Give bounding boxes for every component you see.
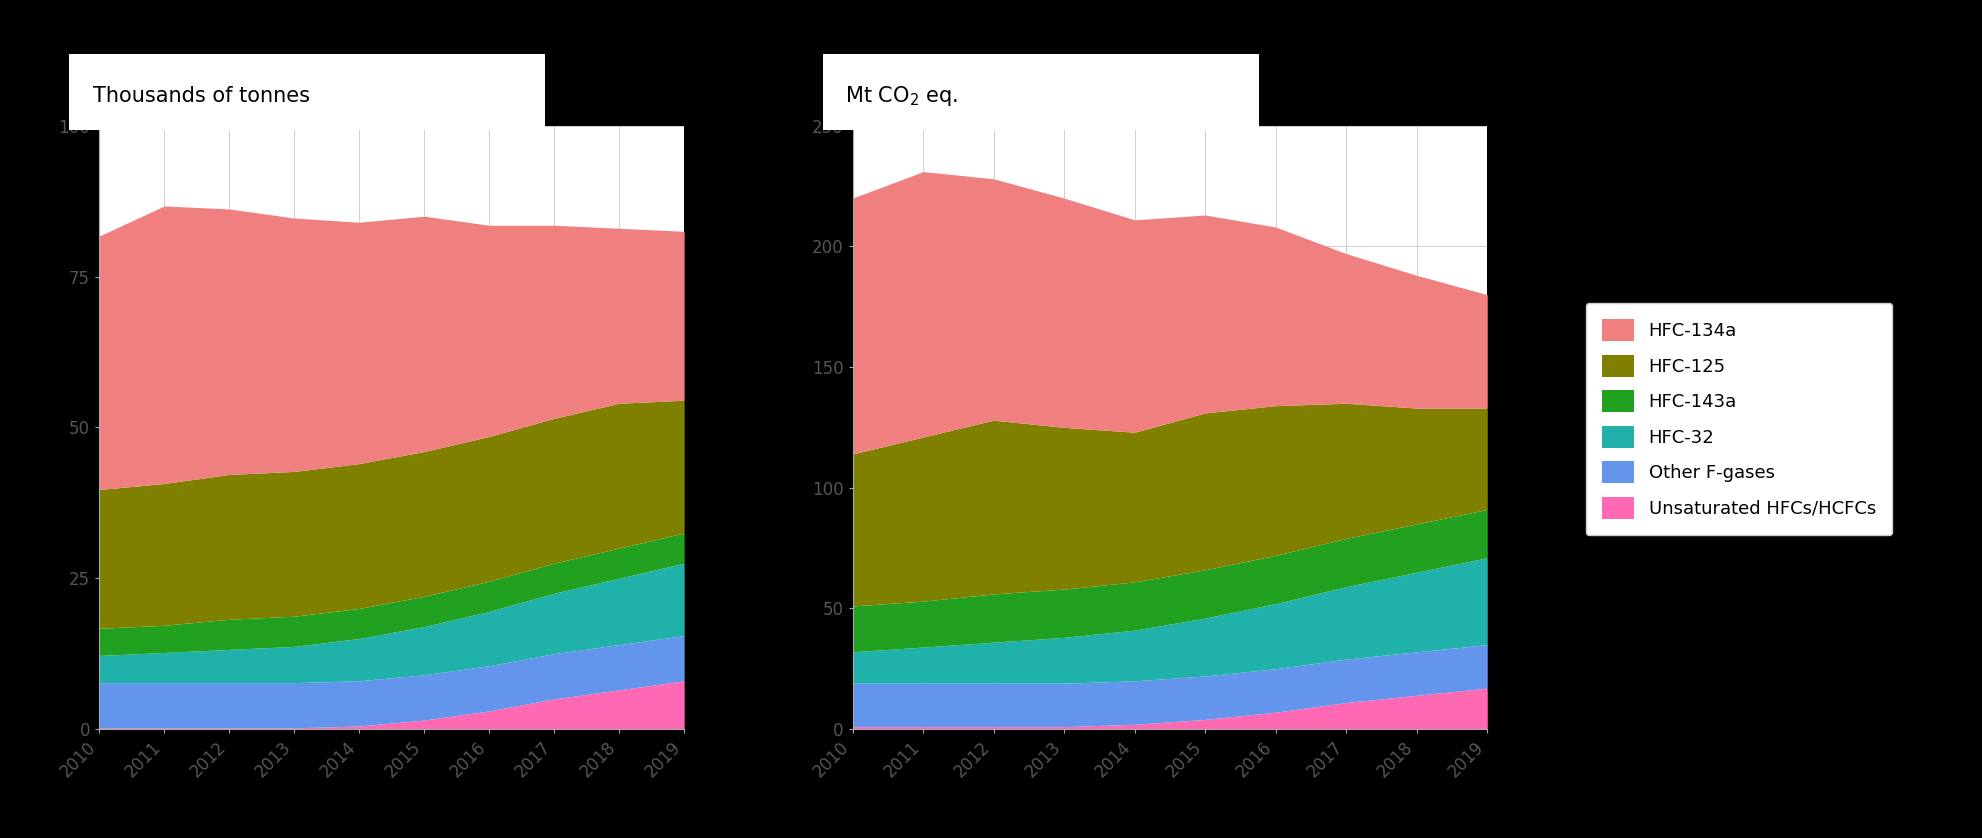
Text: Mt CO$_2$ eq.: Mt CO$_2$ eq. — [844, 84, 957, 108]
Text: Thousands of tonnes: Thousands of tonnes — [93, 86, 309, 106]
Legend: HFC-134a, HFC-125, HFC-143a, HFC-32, Other F-gases, Unsaturated HFCs/HCFCs: HFC-134a, HFC-125, HFC-143a, HFC-32, Oth… — [1586, 303, 1891, 535]
